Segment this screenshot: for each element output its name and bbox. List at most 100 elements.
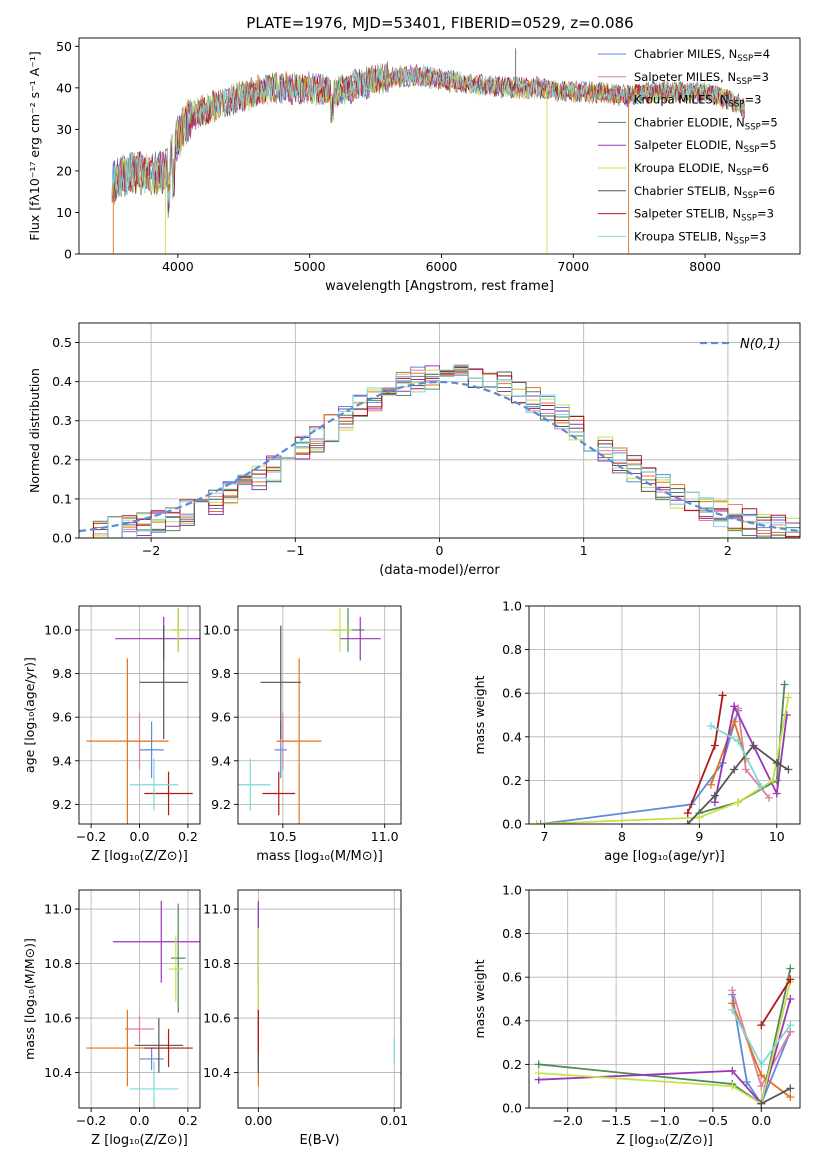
tick-label-y: 0.3 [52,413,72,428]
legend-label: Salpeter ELODIE, NSSP=5 [634,138,777,155]
panel-mass-vs-ebv: 0.00 0.01 10.4 10.6 10.8 11.0 E(B-V) [203,889,408,1148]
series-marker [757,1071,766,1080]
panel-age-vs-mass: 10.5 11.0 9.2 9.4 9.6 9.8 10.0 mass [log₁₀(M/M⊙… [203,605,402,864]
series-marker [786,964,795,973]
legend-label: Salpeter MILES, NSSP=3 [634,70,769,87]
series-line [540,710,739,824]
tick-label-y: 10.0 [203,622,231,637]
tick-label-x: 1 [580,543,588,558]
tick-label-y: 0.2 [52,452,72,467]
tick-label-y: 30 [56,122,72,137]
tick-label-x: 4000 [162,259,194,274]
series-marker [765,793,774,802]
tick-label-x: 5000 [294,259,326,274]
series-marker [757,1021,766,1030]
histogram-step [79,364,800,538]
legend-label-count: =6 [752,161,769,175]
series-marker [683,820,692,824]
legend-label: Kroupa STELIB, NSSP=3 [634,229,766,246]
legend-label-count: =6 [758,184,775,198]
series-marker [706,780,715,789]
series-marker [728,1005,737,1014]
legend-label-sub: SSP [736,168,752,178]
legend-label-sub: SSP [741,214,757,224]
tick-label-y: 10.8 [203,956,231,971]
tick-label-y: 1.0 [502,599,522,614]
legend-label-sub: SSP [745,122,761,132]
legend-label-sub: SSP [734,236,750,246]
legend-label-sub: SSP [737,54,753,64]
series-marker [706,721,715,730]
tick-label-x: 0.2 [178,829,198,844]
legend-label-count: =3 [744,93,761,107]
legend-label-sub: SSP [742,191,758,201]
tick-label-x: 0.0 [130,829,150,844]
legend-label-main: Chabrier MILES, N [634,47,737,61]
axis-label-y: mass [log₁₀(M/M⊙)] [22,938,37,1060]
axis-label-y: mass weight [472,959,487,1038]
series-marker [786,1084,795,1093]
series-marker [718,691,727,700]
legend-label-main: Chabrier STELIB, N [634,184,742,198]
series-marker [742,1077,751,1086]
tick-label-x: 8000 [689,259,721,274]
tick-label-x: 0.0 [130,1113,150,1128]
tick-label-x: −0.2 [76,829,106,844]
series-marker [786,995,795,1003]
series-marker [772,758,781,767]
tick-label-y: 9.8 [52,666,72,681]
plot-area [238,608,381,824]
legend-label-count: =3 [752,70,769,84]
series-marker [534,1069,543,1078]
tick-label-y: 0.0 [502,817,522,832]
tick-label-x: −1 [286,543,304,558]
tick-label-y: 0.6 [502,970,522,985]
axes-frame [528,605,801,825]
tick-label-y: 10.4 [203,1065,231,1080]
legend-label: Chabrier ELODIE, NSSP=5 [634,115,778,132]
series-marker [757,1099,766,1108]
series-marker [710,741,719,750]
tick-label-x: −1.0 [649,1113,679,1128]
legend-label-main: Kroupa STELIB, N [634,229,734,243]
series-line [731,994,792,1106]
tick-label-y: 40 [56,80,72,95]
axes-frame [237,889,402,1109]
legend-label-count: =3 [757,207,774,221]
legend-label: Salpeter STELIB, NSSP=3 [634,207,774,224]
series-marker [728,986,737,995]
tick-label-y: 0 [64,247,72,262]
tick-label-x: 2 [724,543,732,558]
tick-label-x: −0.5 [698,1113,728,1128]
panel-age-vs-Z: −0.2 0.0 0.2 9.2 9.4 9.6 9.8 10.0 Z [log₁₀(Z/Z⊙)… [22,605,201,864]
series-marker [757,1082,766,1091]
tick-label-y: 9.2 [52,797,72,812]
legend-label-count: =4 [753,47,770,61]
legend-label: Kroupa ELODIE, NSSP=6 [634,161,769,178]
tick-label-y: 0.0 [52,531,72,546]
series-marker [710,791,719,800]
tick-label-x: 0 [436,543,444,558]
series-line [710,725,763,788]
tick-label-x: −2.0 [553,1113,583,1128]
axis-label-y: mass weight [472,675,487,754]
series-marker [695,813,704,822]
series-line [760,1087,791,1105]
plot-area [111,48,745,254]
series-marker [768,776,777,785]
legend-label-main: Kroupa MILES, N [634,93,729,107]
series-line [538,968,792,1106]
panel-mass-weight-vs-age: 7 8 9 10 0.0 0.2 0.4 0.6 0.8 1.0 age [log₁₀(age/yr… [472,599,801,864]
series-line [713,703,788,803]
legend-label: Kroupa MILES, NSSP=3 [634,93,761,110]
series-marker [728,1082,737,1091]
legend-label-sub: SSP [736,77,752,87]
tick-label-x: 6000 [426,259,458,274]
tick-label-y: 10.4 [44,1065,72,1080]
tick-label-x: 0.00 [244,1113,272,1128]
tick-label-y: 0.8 [502,642,522,657]
tick-label-y: 10.6 [203,1011,231,1026]
tick-label-y: 0.5 [52,335,72,350]
series-marker [786,975,795,984]
panel-mass-weight-vs-Z: −2.0 −1.5 −1.0 −0.5 0.0 0.0 0.2 0.4 0.6 0.8 1.0 Z [… [472,883,801,1148]
